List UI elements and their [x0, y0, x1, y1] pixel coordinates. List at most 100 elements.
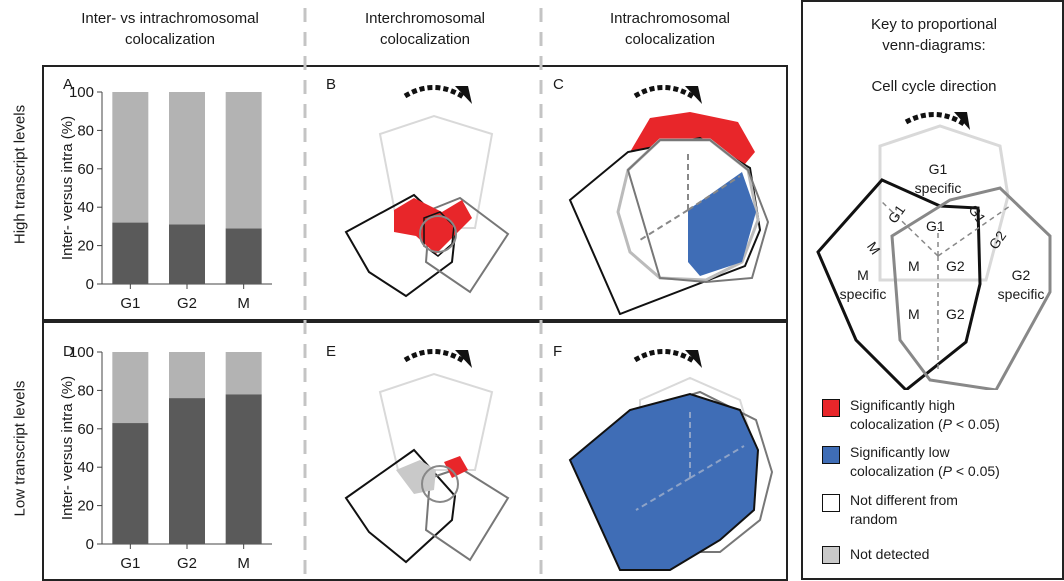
- panel-letter-e: E: [326, 343, 337, 360]
- venn-diagram-c: [568, 85, 770, 315]
- venn-c-outer: [626, 139, 770, 284]
- y-tick-label: 20: [77, 498, 94, 515]
- cycle-arrow-icon: [904, 111, 966, 127]
- legend-text: Not detected: [850, 546, 930, 562]
- key-label-g1: G1: [926, 218, 945, 234]
- key-m-region: [816, 178, 982, 390]
- key-label-line: G1: [928, 161, 948, 177]
- venn-b-g2: [424, 196, 510, 294]
- x-tick-label: G2: [177, 295, 197, 312]
- y-axis-label: Inter- versus intra (%): [59, 116, 76, 260]
- venn-b-m: [344, 193, 457, 298]
- panel-letter-d: D: [63, 343, 74, 360]
- legend-swatch-high: [822, 399, 840, 417]
- bar-g2-segment-1: [169, 92, 205, 225]
- cycle-arrow-head-icon: [685, 350, 702, 368]
- key-g2-region: [890, 186, 1052, 390]
- y-tick-label: 60: [77, 161, 94, 178]
- bar-g1-segment-0: [112, 222, 149, 284]
- cycle-arrow-head-icon: [685, 86, 702, 104]
- cycle-arrow-head-icon: [455, 350, 472, 368]
- y-tick-label: 80: [77, 382, 94, 399]
- legend-text: Not different from random: [850, 491, 958, 529]
- legend-swatch-not-detected: [822, 546, 840, 564]
- key-venn-diagram: [816, 111, 1052, 390]
- legend-fragment: < 0.05): [951, 416, 1000, 432]
- y-tick-label: 100: [69, 84, 94, 101]
- venn-b-ring: [419, 215, 457, 253]
- key-label-g2: G2: [946, 306, 965, 322]
- cycle-arrow-icon: [403, 349, 467, 365]
- key-title-line: venn-diagrams:: [882, 37, 986, 54]
- bar-chart-a: Inter- versus intra (%) 0 20 40 60 80 100 G1 G2 M: [59, 84, 272, 312]
- key-label-m: M: [908, 306, 920, 322]
- legend-item-random: Not different from random: [822, 491, 1058, 531]
- venn-e-g1: [378, 372, 494, 471]
- bar-m-segment-1: [225, 92, 262, 229]
- x-tick-label: G1: [120, 295, 140, 312]
- legend-line: Significantly high: [850, 397, 956, 413]
- cycle-arrow-icon: [403, 85, 467, 101]
- x-tick-label: G1: [120, 555, 140, 572]
- key-title: Key to proportional venn-diagrams:: [810, 14, 1058, 56]
- x-tick-label: G2: [177, 555, 197, 572]
- key-label-g2-specific: G2 specific: [988, 266, 1054, 304]
- y-axis-label: Inter- versus intra (%): [59, 376, 76, 520]
- venn-e-high: [444, 456, 468, 478]
- column-heading-line: colocalization: [379, 31, 471, 48]
- key-label-line: specific: [839, 286, 887, 302]
- column-heading-line: Inter- vs intrachromosomal: [81, 10, 259, 27]
- legend-line: Significantly low: [850, 444, 950, 460]
- venn-diagram-e: [344, 349, 510, 564]
- legend-item-not-detected: Not detected: [822, 545, 1058, 567]
- panel-letter-f: F: [553, 343, 563, 360]
- y-tick-label: 0: [86, 276, 94, 293]
- venn-e-g2: [424, 466, 510, 562]
- venn-e-ring: [421, 465, 459, 503]
- bar-g1-segment-1: [112, 352, 149, 424]
- column-heading-line: colocalization: [624, 31, 716, 48]
- column-heading-line: colocalization: [124, 31, 216, 48]
- key-label-line: M: [857, 267, 869, 283]
- venn-diagram-b: [344, 85, 510, 298]
- bar-g2-segment-0: [169, 224, 205, 284]
- venn-f-spoke: [635, 477, 691, 511]
- bar-g2-segment-0: [169, 398, 205, 544]
- legend-fragment: P: [942, 463, 952, 479]
- cycle-arrow-icon: [633, 349, 697, 365]
- column-heading-line: Intrachromosomal: [609, 10, 731, 27]
- venn-e-not-detected: [396, 460, 436, 494]
- legend-fragment: colocalization (: [850, 416, 943, 432]
- venn-c-low: [688, 172, 756, 276]
- cycle-arrow-head-icon: [455, 86, 472, 104]
- legend-line: colocalization (P < 0.05): [850, 462, 1000, 481]
- y-tick-label: 40: [77, 199, 94, 216]
- panel-letter-b: B: [326, 76, 337, 93]
- y-tick-label: 100: [69, 344, 94, 361]
- key-label-g1-specific: G1 specific: [905, 160, 971, 198]
- key-label-line: specific: [997, 286, 1045, 302]
- legend-swatch-random: [822, 494, 840, 512]
- y-tick-label: 20: [77, 238, 94, 255]
- legend-swatch-low: [822, 446, 840, 464]
- venn-c-spoke: [687, 175, 741, 211]
- panel-letter-a: A: [63, 76, 74, 93]
- bar-g1-segment-0: [112, 423, 149, 544]
- key-label-line: G2: [1011, 267, 1031, 283]
- key-label-g2: G2: [946, 258, 965, 274]
- legend-item-low: Significantly low colocalization (P < 0.…: [822, 443, 1058, 483]
- legend-text: Significantly high colocalization (P < 0…: [850, 396, 1000, 434]
- bar-chart-d: Inter- versus intra (%) 0 20 40 60 80 100 G1 G2 M: [59, 344, 272, 572]
- legend-line: colocalization (P < 0.05): [850, 415, 1000, 434]
- legend-fragment: P: [942, 416, 952, 432]
- bar-g2-segment-1: [169, 352, 205, 399]
- cycle-arrow-head-icon: [954, 112, 970, 130]
- key-spoke: [879, 199, 939, 257]
- y-tick-label: 0: [86, 536, 94, 553]
- key-label-m-specific: M specific: [832, 266, 894, 304]
- y-tick-label: 80: [77, 122, 94, 139]
- column-heading-line: Interchromosomal: [364, 10, 486, 27]
- venn-f-low: [568, 392, 760, 571]
- panel-frame-top: [42, 65, 788, 321]
- panel-letter-c: C: [553, 76, 564, 93]
